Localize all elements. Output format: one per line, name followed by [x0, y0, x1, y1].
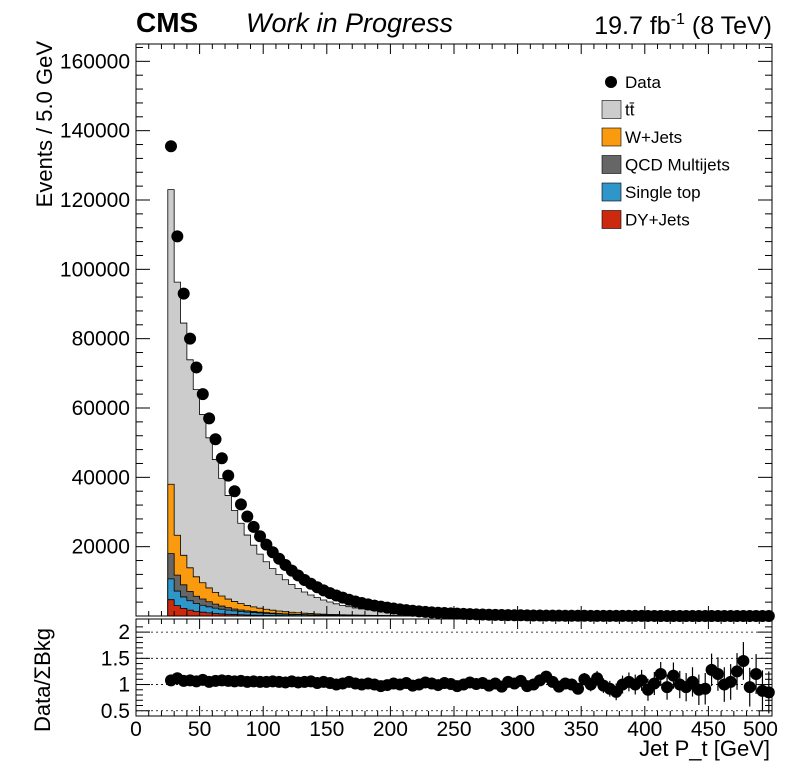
ratio-point	[711, 668, 724, 681]
stack-tt-	[167, 189, 773, 617]
x-axis-label: Jet P_t [GeV]	[639, 736, 770, 761]
x-tick-label: 150	[309, 718, 344, 741]
data-point	[209, 433, 222, 446]
data-point	[203, 412, 216, 425]
ratio-point	[699, 682, 712, 695]
data-point	[177, 287, 190, 300]
ratio-point	[635, 674, 648, 687]
ratio-y-tick-label: 2	[118, 621, 130, 644]
legend: Data tt̄ W+Jets QCD Multijets Single top DY+J…	[601, 73, 730, 230]
data-point	[184, 332, 197, 345]
x-tick-label: 50	[188, 718, 211, 741]
ratio-point	[724, 675, 737, 688]
ratio-point	[661, 681, 674, 694]
data-point	[196, 388, 209, 401]
x-tick-label: 250	[436, 718, 471, 741]
x-tick-labels: 0 50 100 150 200 250 300 350 400 450 500	[130, 718, 778, 741]
legend-label: QCD Multijets	[625, 156, 730, 175]
data-point	[190, 361, 203, 374]
data-point	[234, 498, 247, 511]
legend-label: DY+Jets	[625, 211, 690, 230]
ratio-y-axis-label: Data/ΣBkg	[30, 628, 55, 732]
ratio-y-tick-label: 1.5	[101, 647, 130, 670]
y-tick-label: 20000	[72, 536, 130, 559]
ratio-point	[572, 682, 585, 695]
legend-swatch	[601, 210, 622, 229]
ratio-point	[731, 665, 744, 678]
ratio-points	[164, 642, 775, 714]
ratio-panel: 0.511.52 0 50 100 150 200 250 300 350 400 450 500 …	[30, 618, 778, 761]
ratio-axis-ticks	[135, 619, 773, 716]
y-tick-label: 120000	[60, 189, 130, 212]
ratio-y-tick-label: 0.5	[101, 700, 130, 723]
x-tick-label: 350	[564, 718, 599, 741]
x-tick-label: 300	[500, 718, 535, 741]
y-tick-label: 140000	[60, 120, 130, 143]
x-tick-label: 100	[246, 718, 281, 741]
main-y-axis-label: Events / 5.0 GeV	[32, 41, 57, 208]
legend-swatch	[601, 100, 622, 119]
legend-marker-data	[605, 76, 617, 88]
y-tick-label: 40000	[72, 466, 130, 489]
ratio-point	[762, 686, 775, 699]
data-point	[228, 485, 241, 498]
legend-swatch	[601, 182, 622, 202]
legend-swatch	[601, 127, 622, 147]
legend-label: Data	[625, 73, 661, 92]
ratio-point	[654, 668, 667, 681]
status-label: Work in Progress	[246, 8, 453, 38]
legend-label: Single top	[625, 183, 701, 202]
data-point	[222, 469, 235, 482]
x-tick-label: 0	[130, 718, 142, 741]
ratio-point	[743, 681, 756, 694]
ratio-y-tick-label: 1	[118, 674, 130, 697]
y-tick-label: 80000	[72, 328, 130, 351]
main-y-tick-labels: 20000 40000 60000 80000 100000 120000 140000 16…	[60, 50, 130, 558]
stacked-histograms	[167, 189, 773, 617]
ratio-point	[737, 654, 750, 667]
x-tick-label: 500	[743, 718, 778, 741]
y-tick-label: 60000	[72, 397, 130, 420]
x-tick-label: 200	[373, 718, 408, 741]
lumi-value: 19.7 fb	[594, 12, 670, 40]
ratio-point	[648, 677, 661, 690]
data-point	[247, 520, 260, 533]
experiment-label: CMS	[136, 7, 198, 38]
data-point	[254, 530, 267, 543]
ratio-frame	[135, 618, 773, 717]
data-point	[171, 230, 184, 243]
lumi-energy: (8 TeV)	[685, 12, 772, 40]
x-tick-label: 400	[627, 718, 662, 741]
luminosity-label: 19.7 fb-1 (8 TeV)	[594, 11, 772, 40]
legend-label: tt̄	[625, 101, 635, 120]
x-tick-label: 450	[691, 718, 726, 741]
y-tick-label: 160000	[60, 50, 130, 73]
legend-label: W+Jets	[625, 128, 682, 147]
data-point	[241, 510, 254, 523]
ratio-y-tick-labels: 0.5 1 1.5 2	[101, 621, 130, 723]
data-point	[164, 140, 177, 153]
lumi-exponent: -1	[671, 11, 685, 28]
ratio-point	[667, 669, 680, 682]
y-tick-label: 100000	[60, 258, 130, 281]
main-axis-ticks	[135, 44, 773, 617]
legend-swatch	[601, 155, 622, 174]
data-point	[215, 452, 228, 465]
ratio-point	[750, 668, 763, 681]
